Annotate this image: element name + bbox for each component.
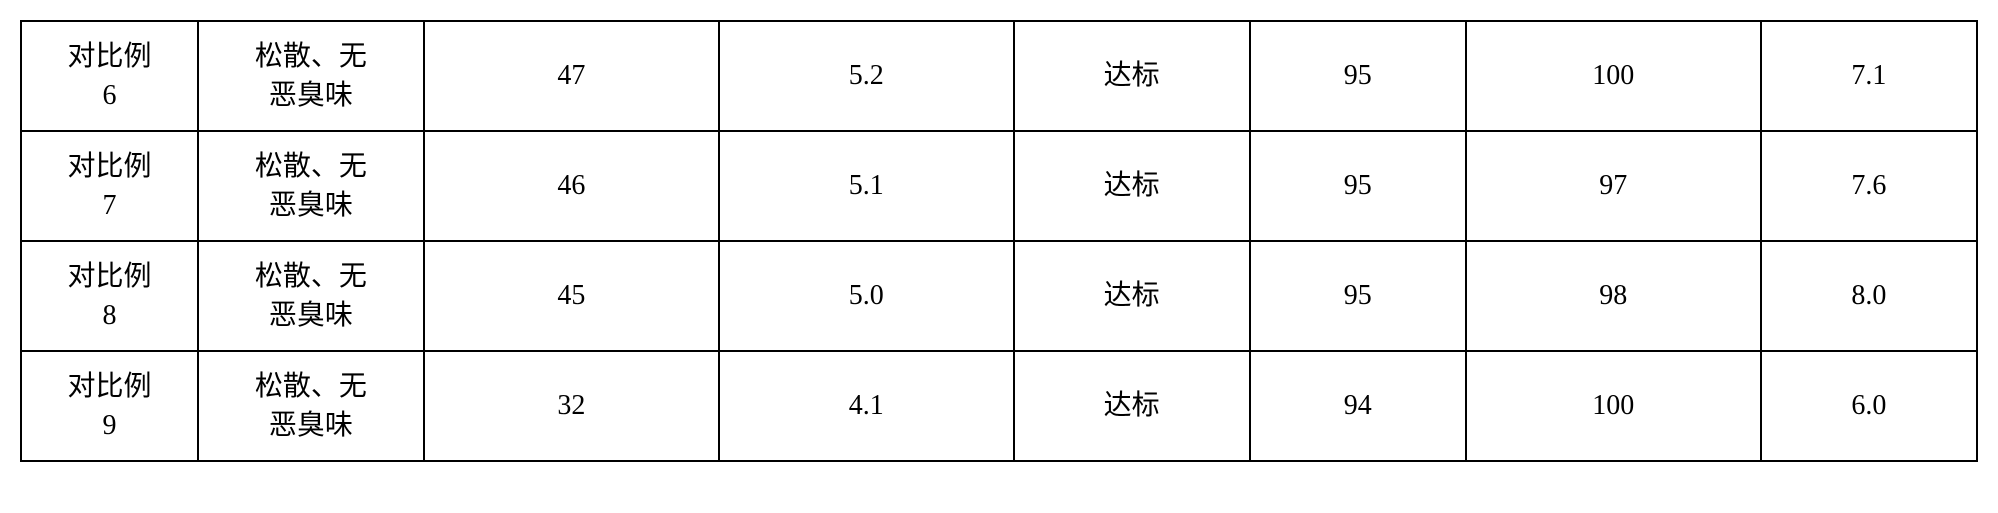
table-row: 对比例 8 松散、无恶臭味 45 5.0 达标 95 98 8.0	[21, 241, 1977, 351]
cell-value: 95	[1250, 241, 1466, 351]
comparison-table: 对比例6 松散、无恶臭味 47 5.2 达标 95 100 7.1 对比例7 松…	[20, 20, 1978, 462]
label-line2: 8	[102, 300, 116, 331]
cell-value: 98	[1466, 241, 1761, 351]
cell-value: 94	[1250, 351, 1466, 461]
cell-value: 5.2	[719, 21, 1014, 131]
cell-value: 45	[424, 241, 719, 351]
cell-value: 6.0	[1761, 351, 1977, 461]
label-line1: 对比例	[67, 41, 151, 72]
cell-value: 7.6	[1761, 131, 1977, 241]
cell-value: 5.0	[719, 241, 1014, 351]
cell-value: 100	[1466, 21, 1761, 131]
cell-value: 达标	[1014, 131, 1250, 241]
cell-label: 对比例 8	[21, 241, 198, 351]
cell-value: 46	[424, 131, 719, 241]
cell-value: 47	[424, 21, 719, 131]
cell-value: 5.1	[719, 131, 1014, 241]
cell-value: 达标	[1014, 21, 1250, 131]
cell-value: 4.1	[719, 351, 1014, 461]
label-line2: 6	[102, 80, 116, 111]
cell-value: 100	[1466, 351, 1761, 461]
cell-value: 95	[1250, 21, 1466, 131]
cell-desc: 松散、无恶臭味	[198, 131, 424, 241]
table-row: 对比例 7 松散、无恶臭味 46 5.1 达标 95 97 7.6	[21, 131, 1977, 241]
label-line1: 对比例	[67, 371, 151, 402]
cell-value: 32	[424, 351, 719, 461]
desc-line1: 松散、无	[255, 151, 367, 182]
cell-value: 8.0	[1761, 241, 1977, 351]
table-body: 对比例6 松散、无恶臭味 47 5.2 达标 95 100 7.1 对比例7 松…	[21, 21, 1977, 461]
cell-desc: 松散、无恶臭味	[198, 21, 424, 131]
cell-value: 达标	[1014, 241, 1250, 351]
cell-value: 7.1	[1761, 21, 1977, 131]
label-line2: 9	[102, 410, 116, 441]
desc-line2: 恶臭味	[269, 300, 353, 331]
cell-desc: 松散、无恶臭味	[198, 351, 424, 461]
desc-line2: 恶臭味	[269, 80, 353, 111]
label-line1: 对比例	[67, 151, 151, 182]
desc-line2: 恶臭味	[269, 410, 353, 441]
cell-desc: 松散、无恶臭味	[198, 241, 424, 351]
cell-label: 对比例 6	[21, 21, 198, 131]
desc-line2: 恶臭味	[269, 190, 353, 221]
cell-value: 95	[1250, 131, 1466, 241]
table-row: 对比例 9 松散、无恶臭味 32 4.1 达标 94 100 6.0	[21, 351, 1977, 461]
label-line1: 对比例	[67, 261, 151, 292]
cell-value: 97	[1466, 131, 1761, 241]
cell-label: 对比例 7	[21, 131, 198, 241]
label-line2: 7	[102, 190, 116, 221]
desc-line1: 松散、无	[255, 261, 367, 292]
desc-line1: 松散、无	[255, 41, 367, 72]
cell-value: 达标	[1014, 351, 1250, 461]
table-row: 对比例 6 松散、无恶臭味 47 5.2 达标 95 100 7.1	[21, 21, 1977, 131]
desc-line1: 松散、无	[255, 371, 367, 402]
cell-label: 对比例 9	[21, 351, 198, 461]
